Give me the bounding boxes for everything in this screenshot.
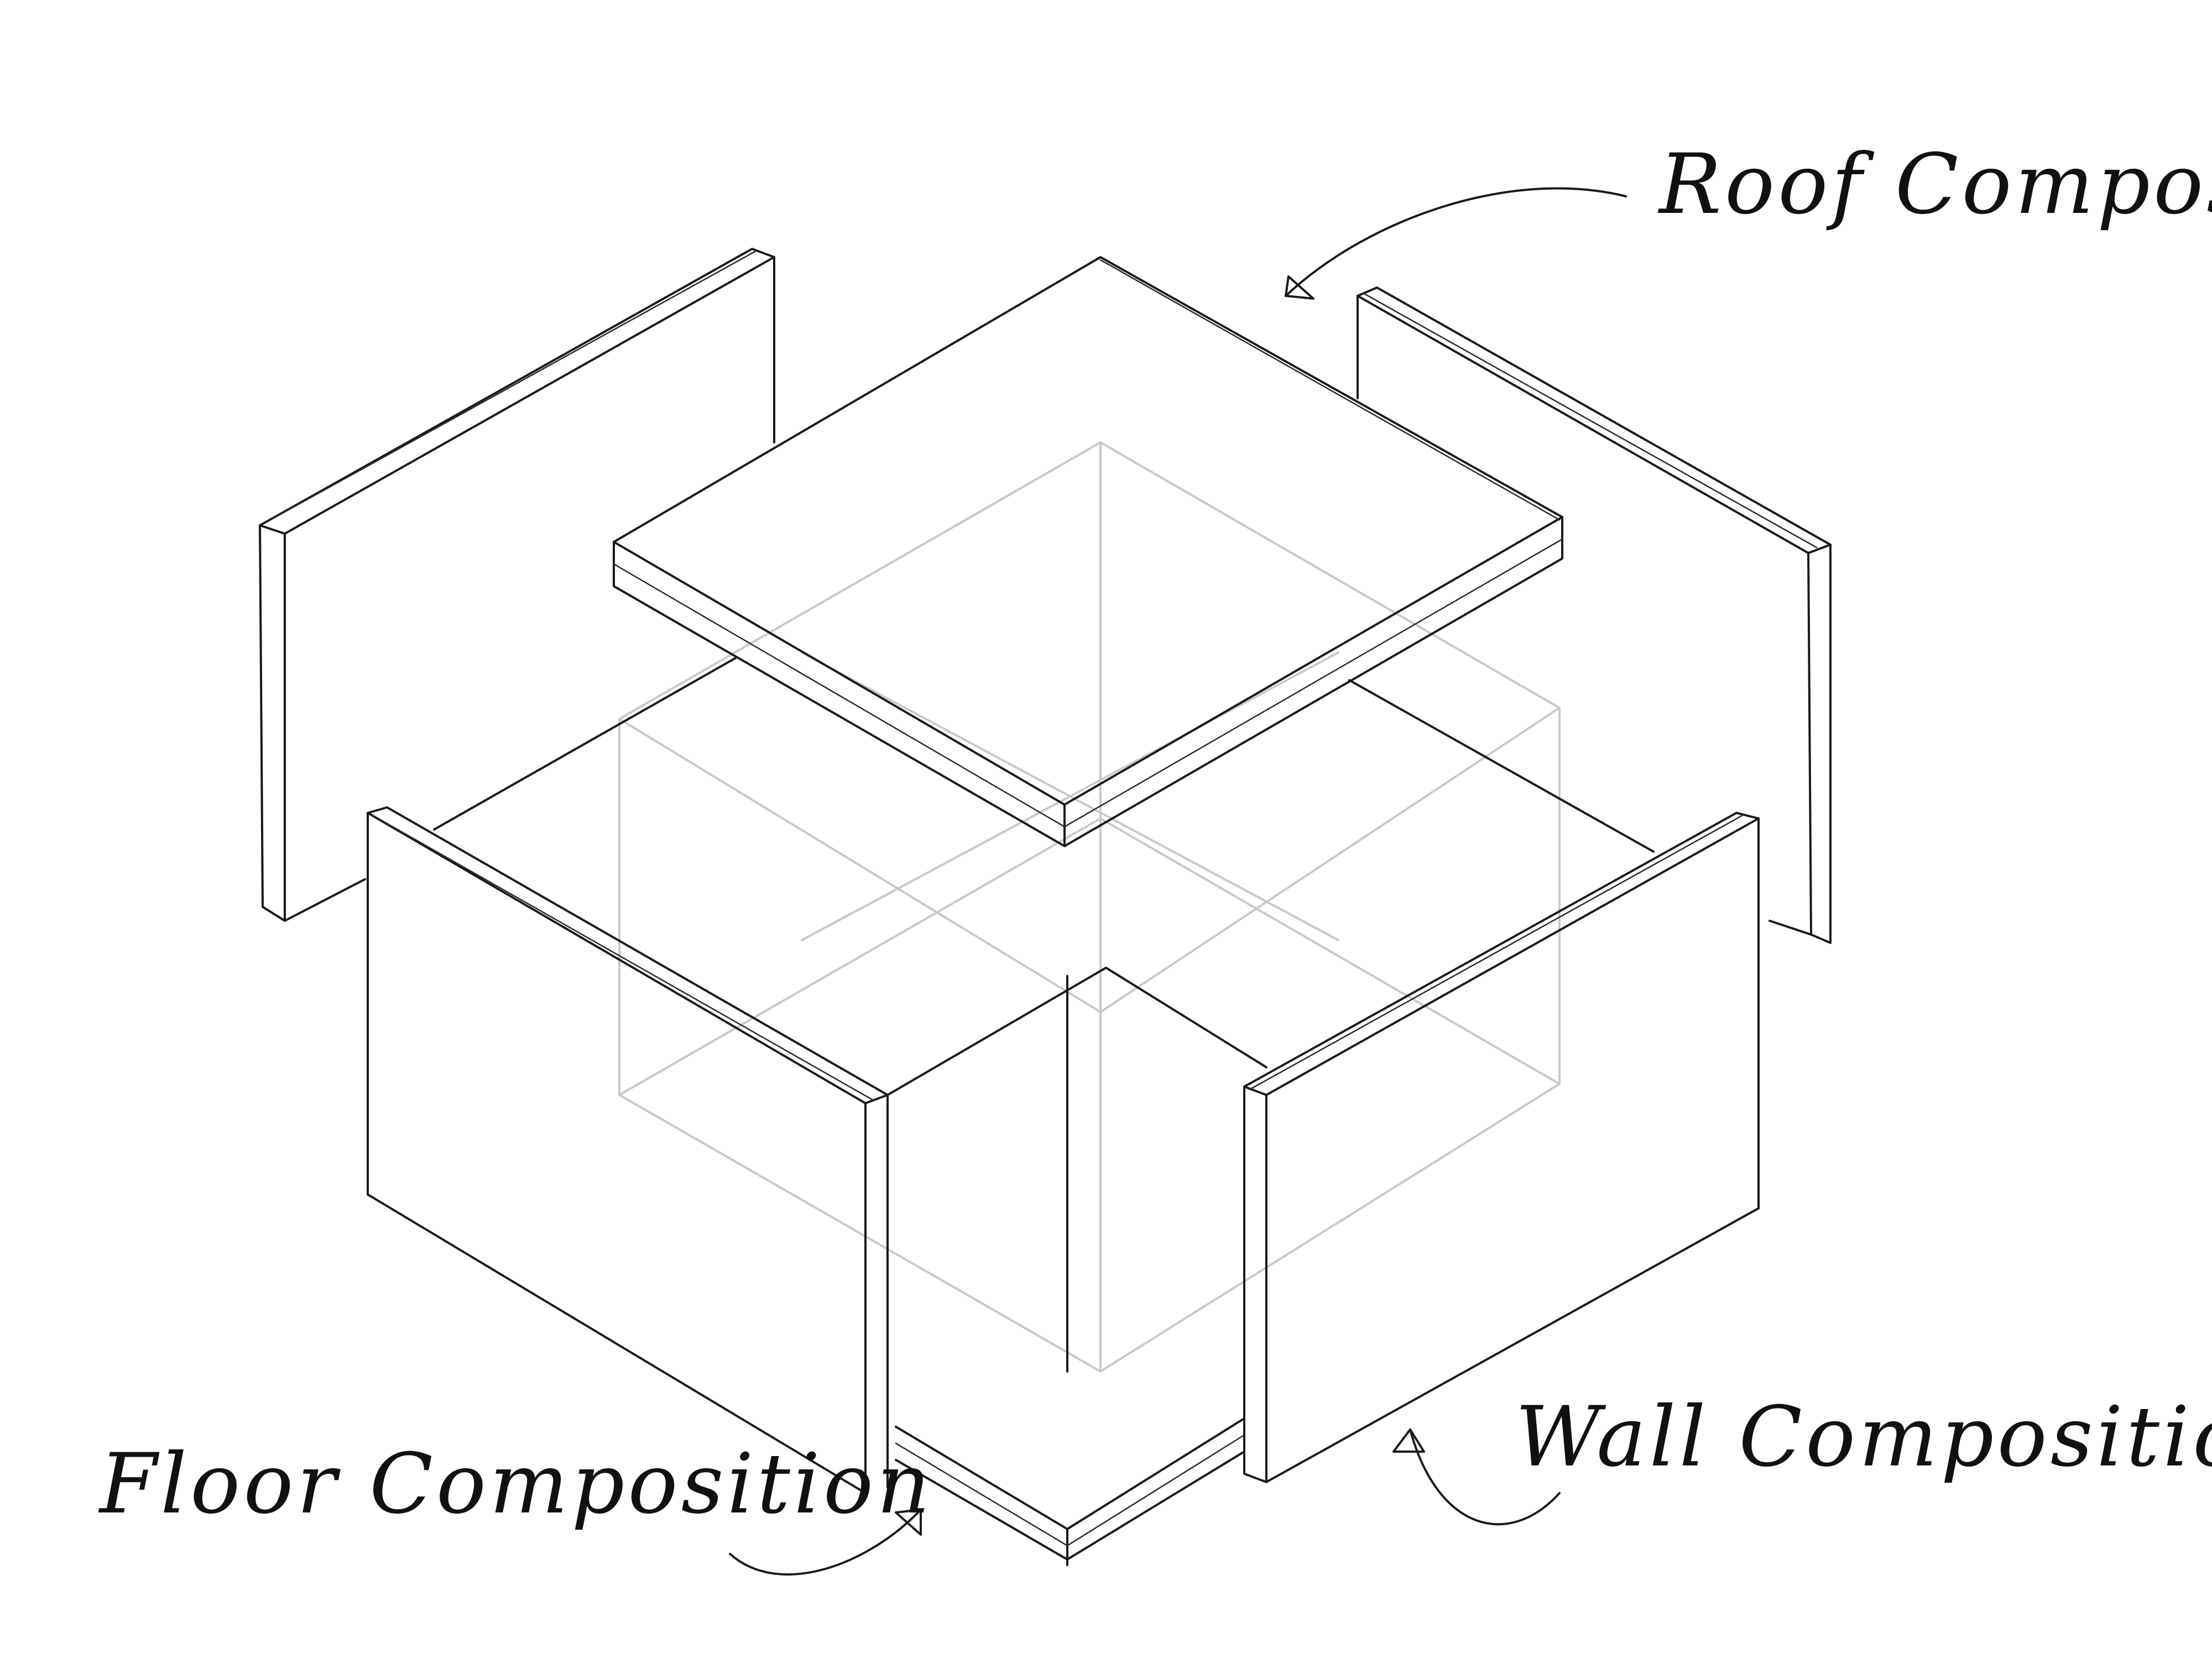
wall-composition-label: Wall Composition: [1515, 1389, 2212, 1485]
wall-arrow: [1392, 1428, 1561, 1526]
roof-slab: [613, 256, 1563, 847]
back-left-wall-panel: [259, 248, 775, 922]
floor-arrow: [729, 1509, 922, 1576]
back-right-wall-panel: [1357, 286, 1832, 944]
front-left-wall: [367, 806, 889, 1494]
roof-composition-label: Roof Composition: [1657, 137, 2212, 233]
floor-slab: [433, 657, 1655, 1566]
floor-composition-label: Floor Composition: [98, 1436, 933, 1532]
ghost-cube-frame: [618, 441, 1561, 1373]
front-center-wall: [886, 967, 1267, 1373]
roof-arrow: [1285, 187, 1627, 300]
front-right-wall: [1243, 812, 1760, 1483]
